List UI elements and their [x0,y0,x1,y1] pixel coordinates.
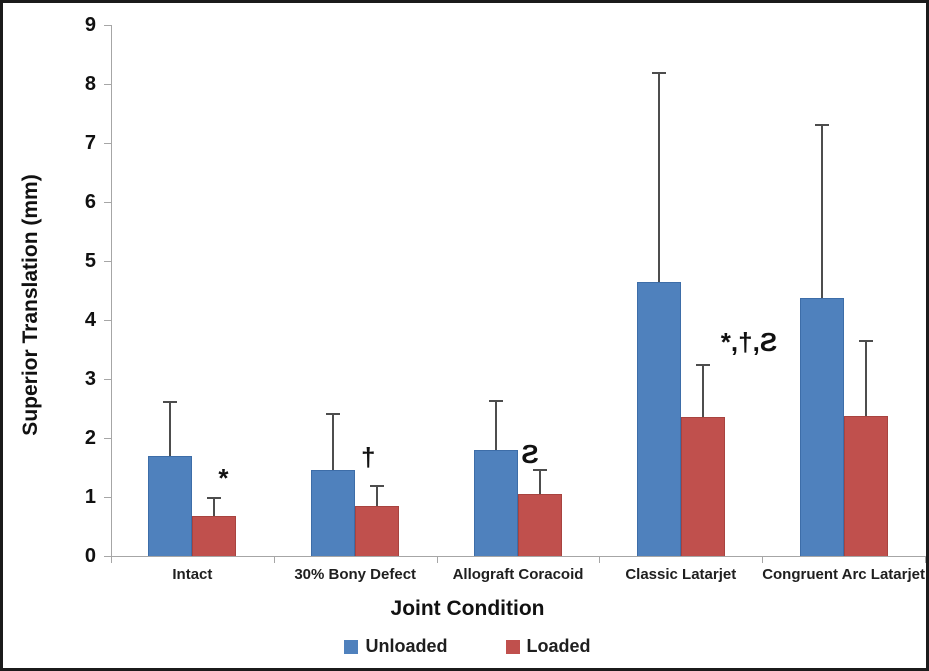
legend-label: Loaded [526,636,591,656]
error-bar-cap [814,123,829,126]
error-bar-cap [163,401,178,404]
bar-loaded-0 [192,516,237,556]
y-tick-label: 2 [84,427,96,449]
y-axis-tick [104,555,111,557]
bar-unloaded-0 [148,455,193,556]
error-bar-line [169,401,172,456]
significance-annotation-0: * [218,462,229,493]
y-axis-tick [104,378,111,380]
x-axis-tick [925,556,926,563]
bar-loaded-3 [680,417,725,556]
error-bar-line [820,123,823,298]
bar-loaded-2 [518,494,562,556]
error-bar-line [657,72,660,282]
legend-swatch-icon [505,639,520,654]
error-bar-line [376,485,379,506]
y-tick-label: 8 [84,73,96,95]
y-tick-label: 4 [84,309,96,331]
y-tick-label: 1 [84,486,96,508]
error-bar-cap [326,413,341,416]
x-axis-tick [762,556,764,563]
bar-loaded-1 [355,505,400,556]
y-axis-title: Superior Translation (mm) [19,174,42,436]
y-axis-tick [104,142,111,144]
legend-item-loaded: Loaded [505,636,591,657]
x-axis-tick [436,556,438,563]
error-bar-cap [651,72,666,75]
y-axis-tick [104,24,111,26]
y-axis-tick [104,319,111,321]
error-bar-line [332,413,335,471]
significance-annotation-3: *,†,Ƨ [720,326,778,357]
y-tick-label: 3 [84,368,96,390]
x-axis-line [111,556,926,557]
category-label-3: Classic Latarjet [625,566,737,583]
y-tick-label: 0 [84,545,96,567]
error-bar-line [213,497,216,517]
error-bar-line [539,469,541,495]
x-axis-tick [273,556,275,563]
significance-annotation-1: † [360,441,376,472]
legend: Unloaded Loaded [3,636,926,657]
error-bar-line [864,340,867,416]
significance-annotation-2: Ƨ [521,438,539,469]
category-label-2: Allograft Coracoid [452,566,584,583]
error-bar-cap [370,485,385,488]
error-bar-cap [207,497,222,499]
x-axis-tick [111,556,112,563]
y-tick-label: 7 [84,132,96,154]
legend-item-unloaded: Unloaded [344,636,448,657]
y-axis-tick [104,260,111,262]
y-axis-line [111,25,112,557]
category-label-1: 30% Bony Defect [294,566,417,583]
y-axis-tick [104,201,111,203]
category-label-0: Intact [172,566,213,583]
x-axis-title: Joint Condition [390,597,545,620]
bar-unloaded-3 [636,281,681,556]
error-bar-cap [489,399,503,402]
legend-label: Unloaded [365,636,448,656]
y-tick-label: 6 [84,191,96,213]
y-axis-tick [104,83,111,85]
y-axis-tick [104,437,111,439]
y-axis-tick [104,496,111,498]
error-bar-cap [858,340,873,343]
error-bar-line [495,399,497,450]
error-bar-cap [533,469,547,472]
error-bar-cap [695,364,710,367]
y-tick-label: 5 [84,250,96,272]
x-axis-tick [599,556,601,563]
legend-swatch-icon [344,639,359,654]
category-label-4: Congruent Arc Latarjet [762,566,925,583]
error-bar-line [701,364,704,418]
bar-unloaded-4 [799,297,844,556]
bar-unloaded-1 [311,470,356,556]
bar-loaded-4 [843,415,888,556]
bar-unloaded-2 [474,449,518,556]
y-tick-label: 9 [84,14,96,36]
